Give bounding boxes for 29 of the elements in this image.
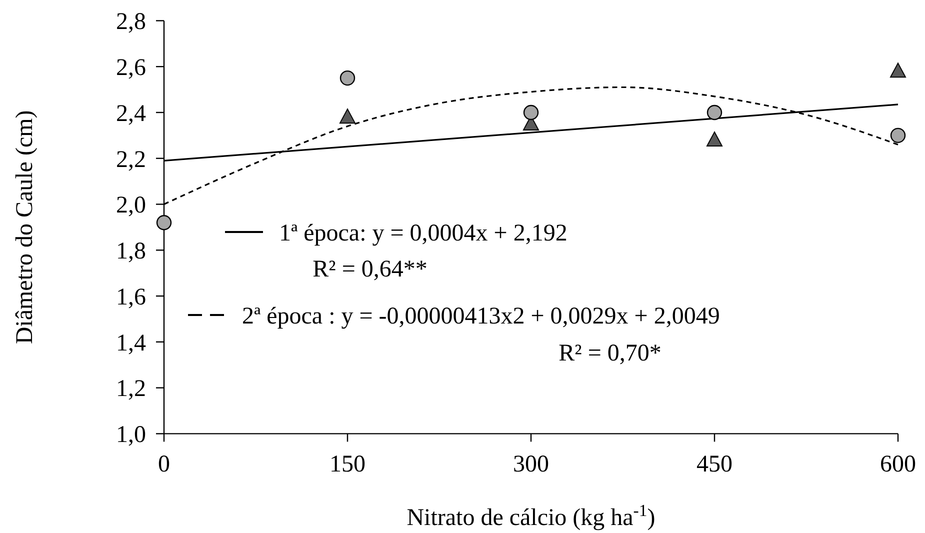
- x-axis-title: Nitrato de cálcio (kg ha$^{-1}$): [406, 500, 656, 531]
- point: [340, 70, 356, 86]
- y-tick-label: 2,4: [116, 100, 146, 127]
- y-axis-title: Diâmetro do Caule (cm): [12, 110, 38, 344]
- point: [523, 104, 539, 120]
- x-tick-label: 600: [880, 452, 916, 478]
- legend-label: 2ª época : y = -0,00000413x2 + 0,0029x + 2,0049: [242, 303, 720, 330]
- y-tick-label: 2,0: [116, 192, 146, 219]
- y-tick-label: 1,8: [116, 238, 146, 265]
- x-tick-label: 150: [330, 452, 366, 478]
- point: [890, 62, 906, 78]
- y-tick-label: 1,0: [116, 422, 146, 448]
- y-tick-label: 1,6: [116, 284, 146, 310]
- y-tick-label: 2,8: [116, 9, 146, 36]
- point: [890, 128, 906, 144]
- point: [706, 132, 722, 147]
- annotation: R² = 0,70*: [558, 340, 662, 366]
- x-tick-label: 300: [513, 452, 549, 478]
- legend-label: 1ª época: y = 0,0004x + 2,192: [279, 220, 568, 246]
- x-tick-label: 450: [696, 452, 732, 478]
- point: [706, 104, 722, 120]
- y-tick-label: 1,2: [116, 376, 146, 402]
- y-tick-label: 1,4: [116, 330, 146, 356]
- point: [340, 108, 356, 124]
- annotation: R² = 0,64**: [312, 256, 428, 282]
- y-tick-label: 2,2: [116, 146, 146, 173]
- y-tick-label: 2,6: [116, 54, 146, 81]
- point: [156, 215, 172, 230]
- x-tick-label: 0: [158, 452, 170, 478]
